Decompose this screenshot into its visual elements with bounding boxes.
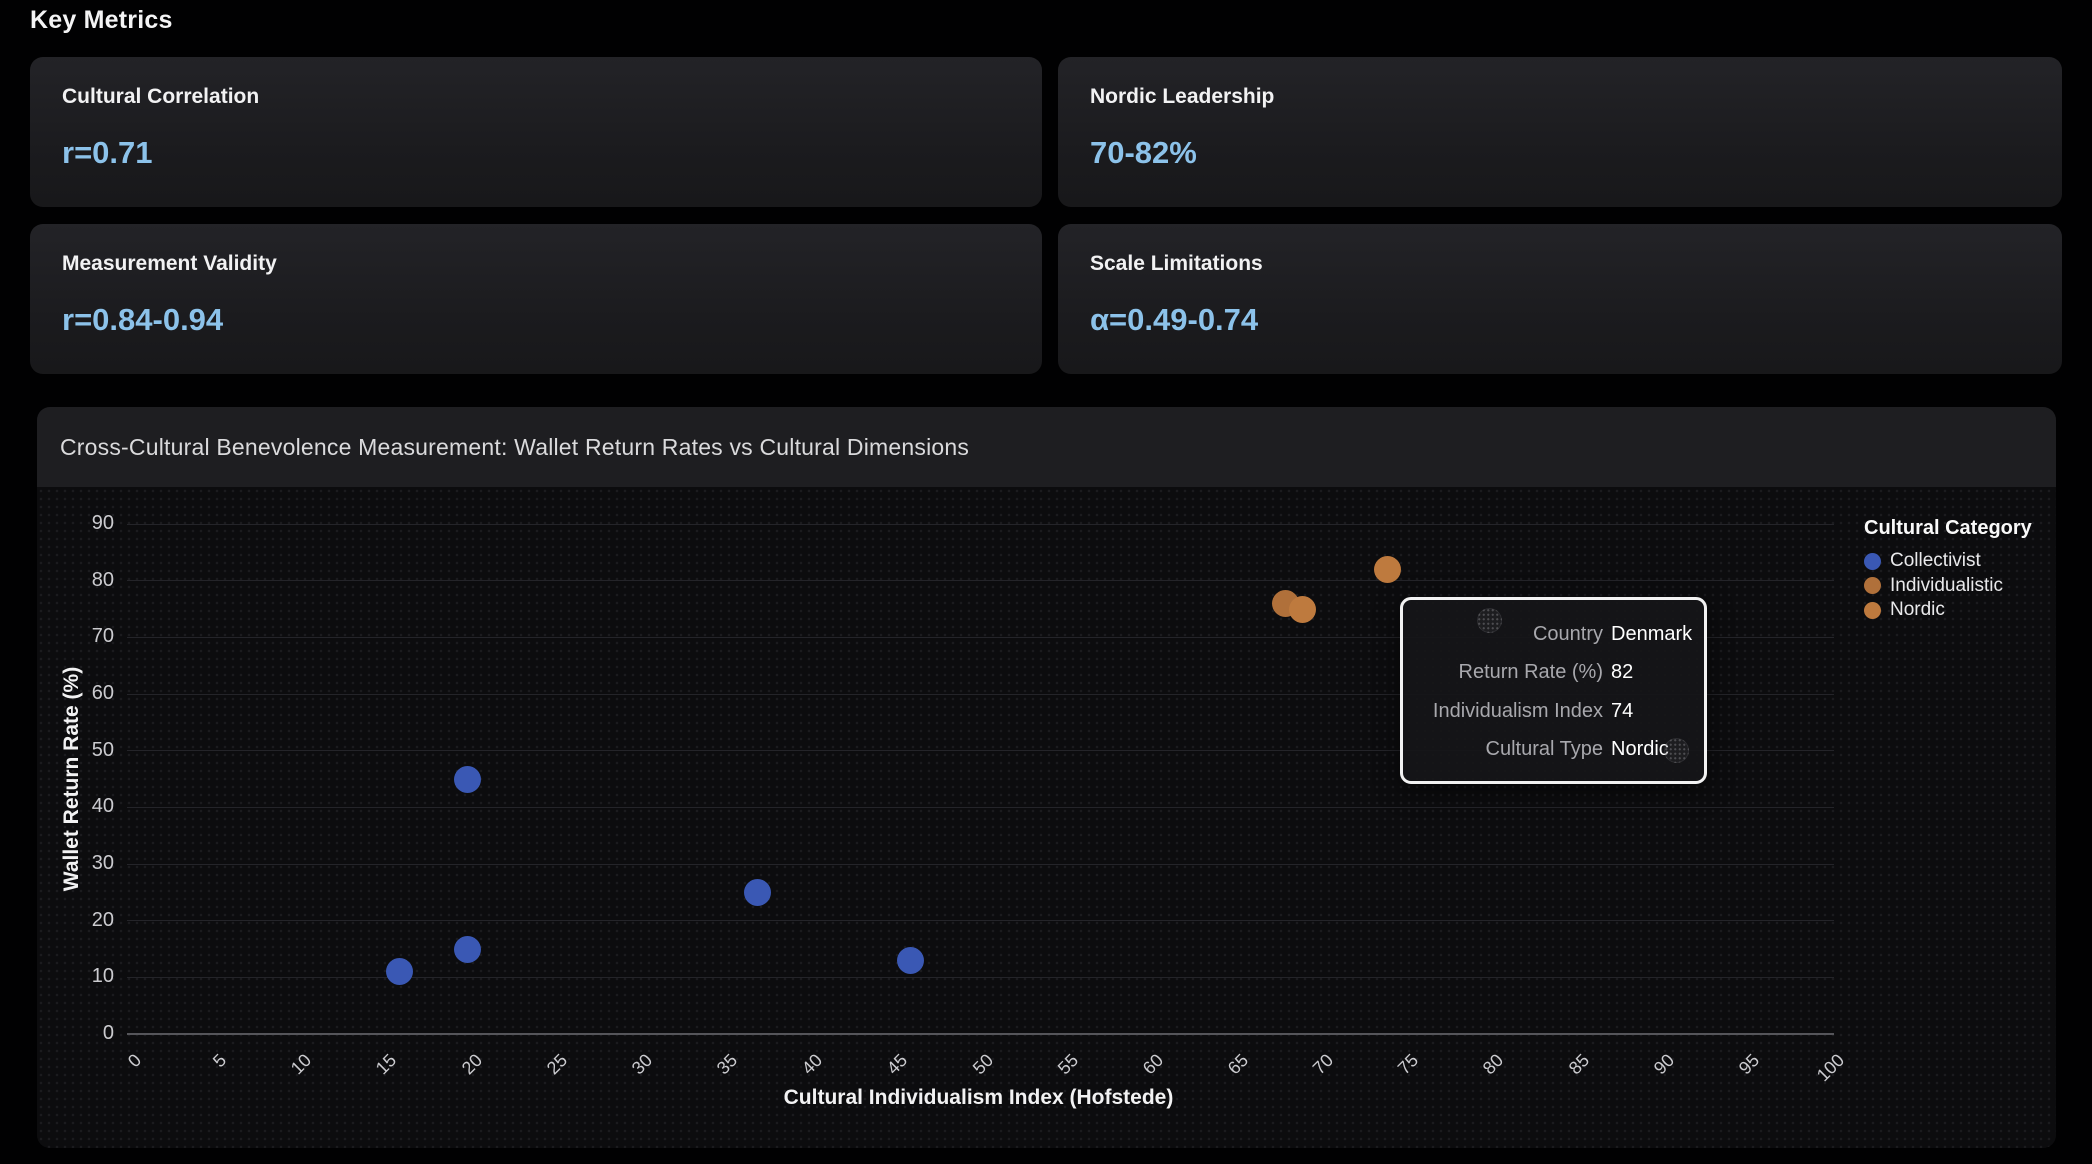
metric-value: α=0.49-0.74 bbox=[1090, 302, 1259, 337]
legend-swatch-icon bbox=[1864, 552, 1881, 570]
metric-card-nordic-leadership: Nordic Leadership 70-82% bbox=[1058, 57, 2062, 207]
scatter-point-collectivist[interactable] bbox=[743, 878, 771, 906]
legend-item-label: Nordic bbox=[1890, 599, 1945, 621]
metric-label: Scale Limitations bbox=[1090, 252, 1263, 275]
legend-item-individualistic[interactable]: Individualistic bbox=[1864, 574, 2032, 599]
scatter-point-collectivist[interactable] bbox=[454, 765, 482, 793]
chart-title: Cross-Cultural Benevolence Measurement: … bbox=[60, 433, 970, 460]
occluded-scatter-point-individualistic[interactable] bbox=[1476, 607, 1502, 633]
chart-header: Cross-Cultural Benevolence Measurement: … bbox=[37, 407, 2056, 487]
scatter-point-collectivist[interactable] bbox=[454, 935, 482, 963]
metric-cards: Cultural Correlation r=0.71 Nordic Leade… bbox=[30, 57, 2062, 374]
occluded-scatter-point-individualistic[interactable] bbox=[1664, 738, 1690, 764]
metric-value: r=0.84-0.94 bbox=[62, 302, 224, 337]
plot-background bbox=[37, 487, 2056, 1148]
legend-item-nordic[interactable]: Nordic bbox=[1864, 598, 2032, 623]
chart-card: Cross-Cultural Benevolence Measurement: … bbox=[37, 407, 2056, 1148]
metric-card-measurement-validity: Measurement Validity r=0.84-0.94 bbox=[30, 224, 1042, 374]
metric-card-cultural-correlation: Cultural Correlation r=0.71 bbox=[30, 57, 1042, 207]
metric-value: r=0.71 bbox=[62, 135, 153, 170]
legend-item-label: Individualistic bbox=[1890, 574, 2003, 596]
metric-label: Cultural Correlation bbox=[62, 85, 260, 108]
legend-item-collectivist[interactable]: Collectivist bbox=[1864, 549, 2032, 574]
scatter-point-collectivist[interactable] bbox=[896, 946, 924, 974]
metric-label: Nordic Leadership bbox=[1090, 85, 1275, 108]
metric-label: Measurement Validity bbox=[62, 252, 277, 275]
legend-item-label: Collectivist bbox=[1890, 550, 1981, 572]
metric-card-scale-limitations: Scale Limitations α=0.49-0.74 bbox=[1058, 224, 2062, 374]
legend-swatch-icon bbox=[1864, 577, 1881, 595]
scatter-point-nordic[interactable] bbox=[1373, 555, 1401, 583]
page-title: Key Metrics bbox=[30, 6, 173, 34]
scatter-point-nordic[interactable] bbox=[1288, 595, 1316, 623]
scatter-point-collectivist[interactable] bbox=[385, 958, 413, 986]
metric-value: 70-82% bbox=[1090, 135, 1197, 170]
legend-swatch-icon bbox=[1864, 601, 1881, 619]
